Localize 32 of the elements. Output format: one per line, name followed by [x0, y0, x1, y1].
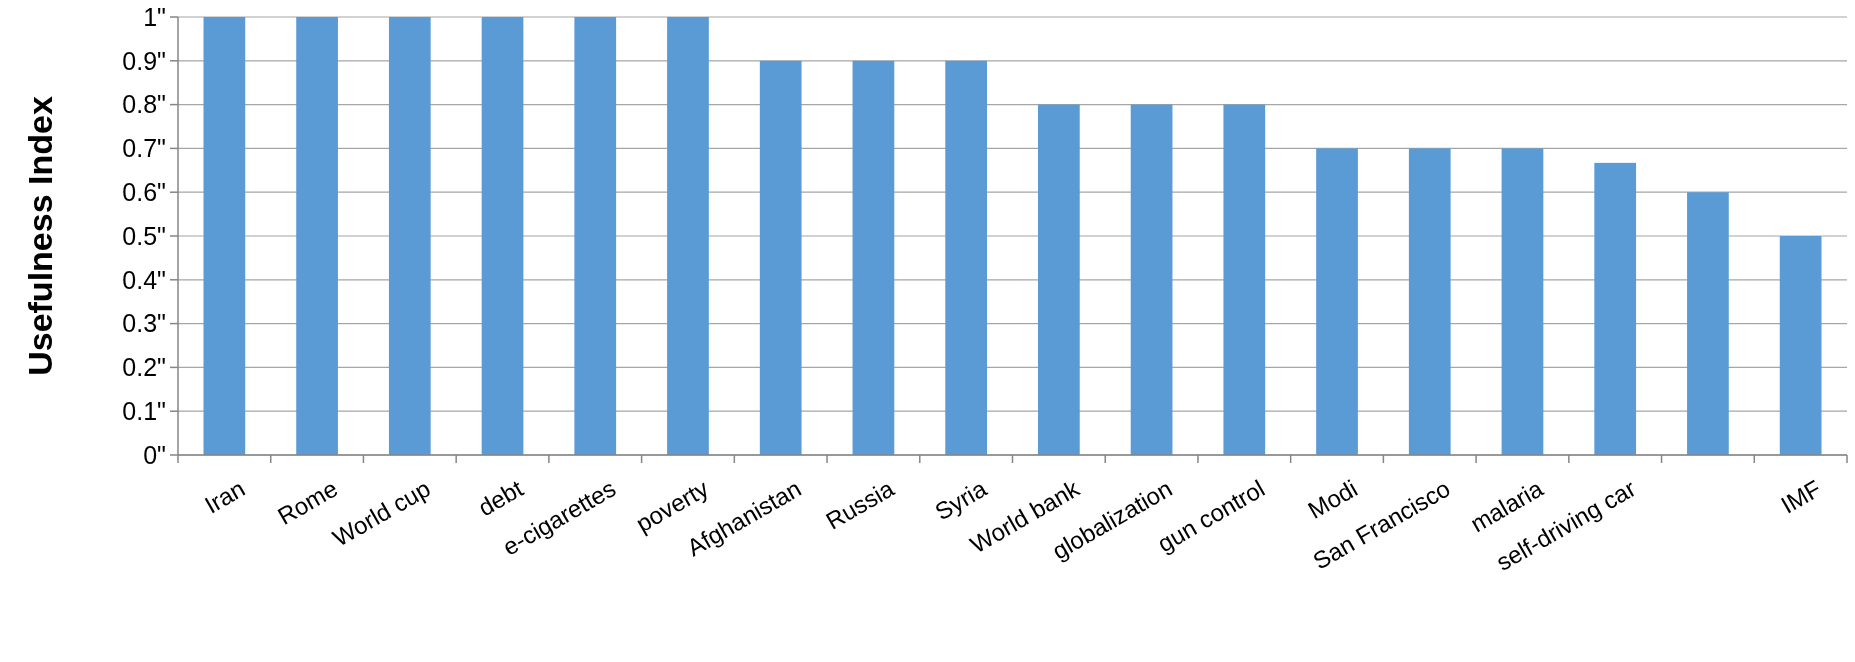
x-tick-label: Iran	[199, 474, 250, 519]
y-tick-label: 0.9"	[122, 46, 166, 75]
y-tick-label: 0"	[143, 440, 166, 469]
y-tick-label: 0.7"	[122, 134, 166, 163]
bar	[667, 17, 709, 455]
bar	[945, 60, 987, 455]
bar	[296, 17, 338, 455]
bar	[1038, 104, 1080, 455]
y-tick-label: 1"	[143, 2, 166, 31]
bar	[1130, 104, 1173, 455]
y-tick-label: 0.8"	[122, 90, 166, 119]
bar	[481, 17, 524, 455]
bar	[1779, 236, 1822, 455]
y-tick-label: 0.4"	[122, 265, 166, 294]
x-tick-label: IMF	[1776, 474, 1826, 519]
bar	[759, 60, 802, 455]
bar	[1687, 192, 1729, 455]
bar	[1408, 148, 1451, 455]
bar	[574, 17, 617, 455]
bar	[203, 17, 246, 455]
y-tick-label: 0.5"	[122, 221, 166, 250]
bar	[1594, 162, 1637, 455]
bar	[1316, 148, 1358, 455]
bar	[852, 60, 895, 455]
bar	[1223, 104, 1266, 455]
y-tick-label: 0.3"	[122, 309, 166, 338]
y-tick-label: 0.2"	[122, 353, 166, 382]
y-axis-title: Usefulness Index	[21, 96, 59, 376]
bar	[388, 17, 431, 455]
bar	[1501, 148, 1544, 455]
y-tick-label: 0.1"	[122, 396, 166, 425]
y-tick-label: 0.6"	[122, 177, 166, 206]
